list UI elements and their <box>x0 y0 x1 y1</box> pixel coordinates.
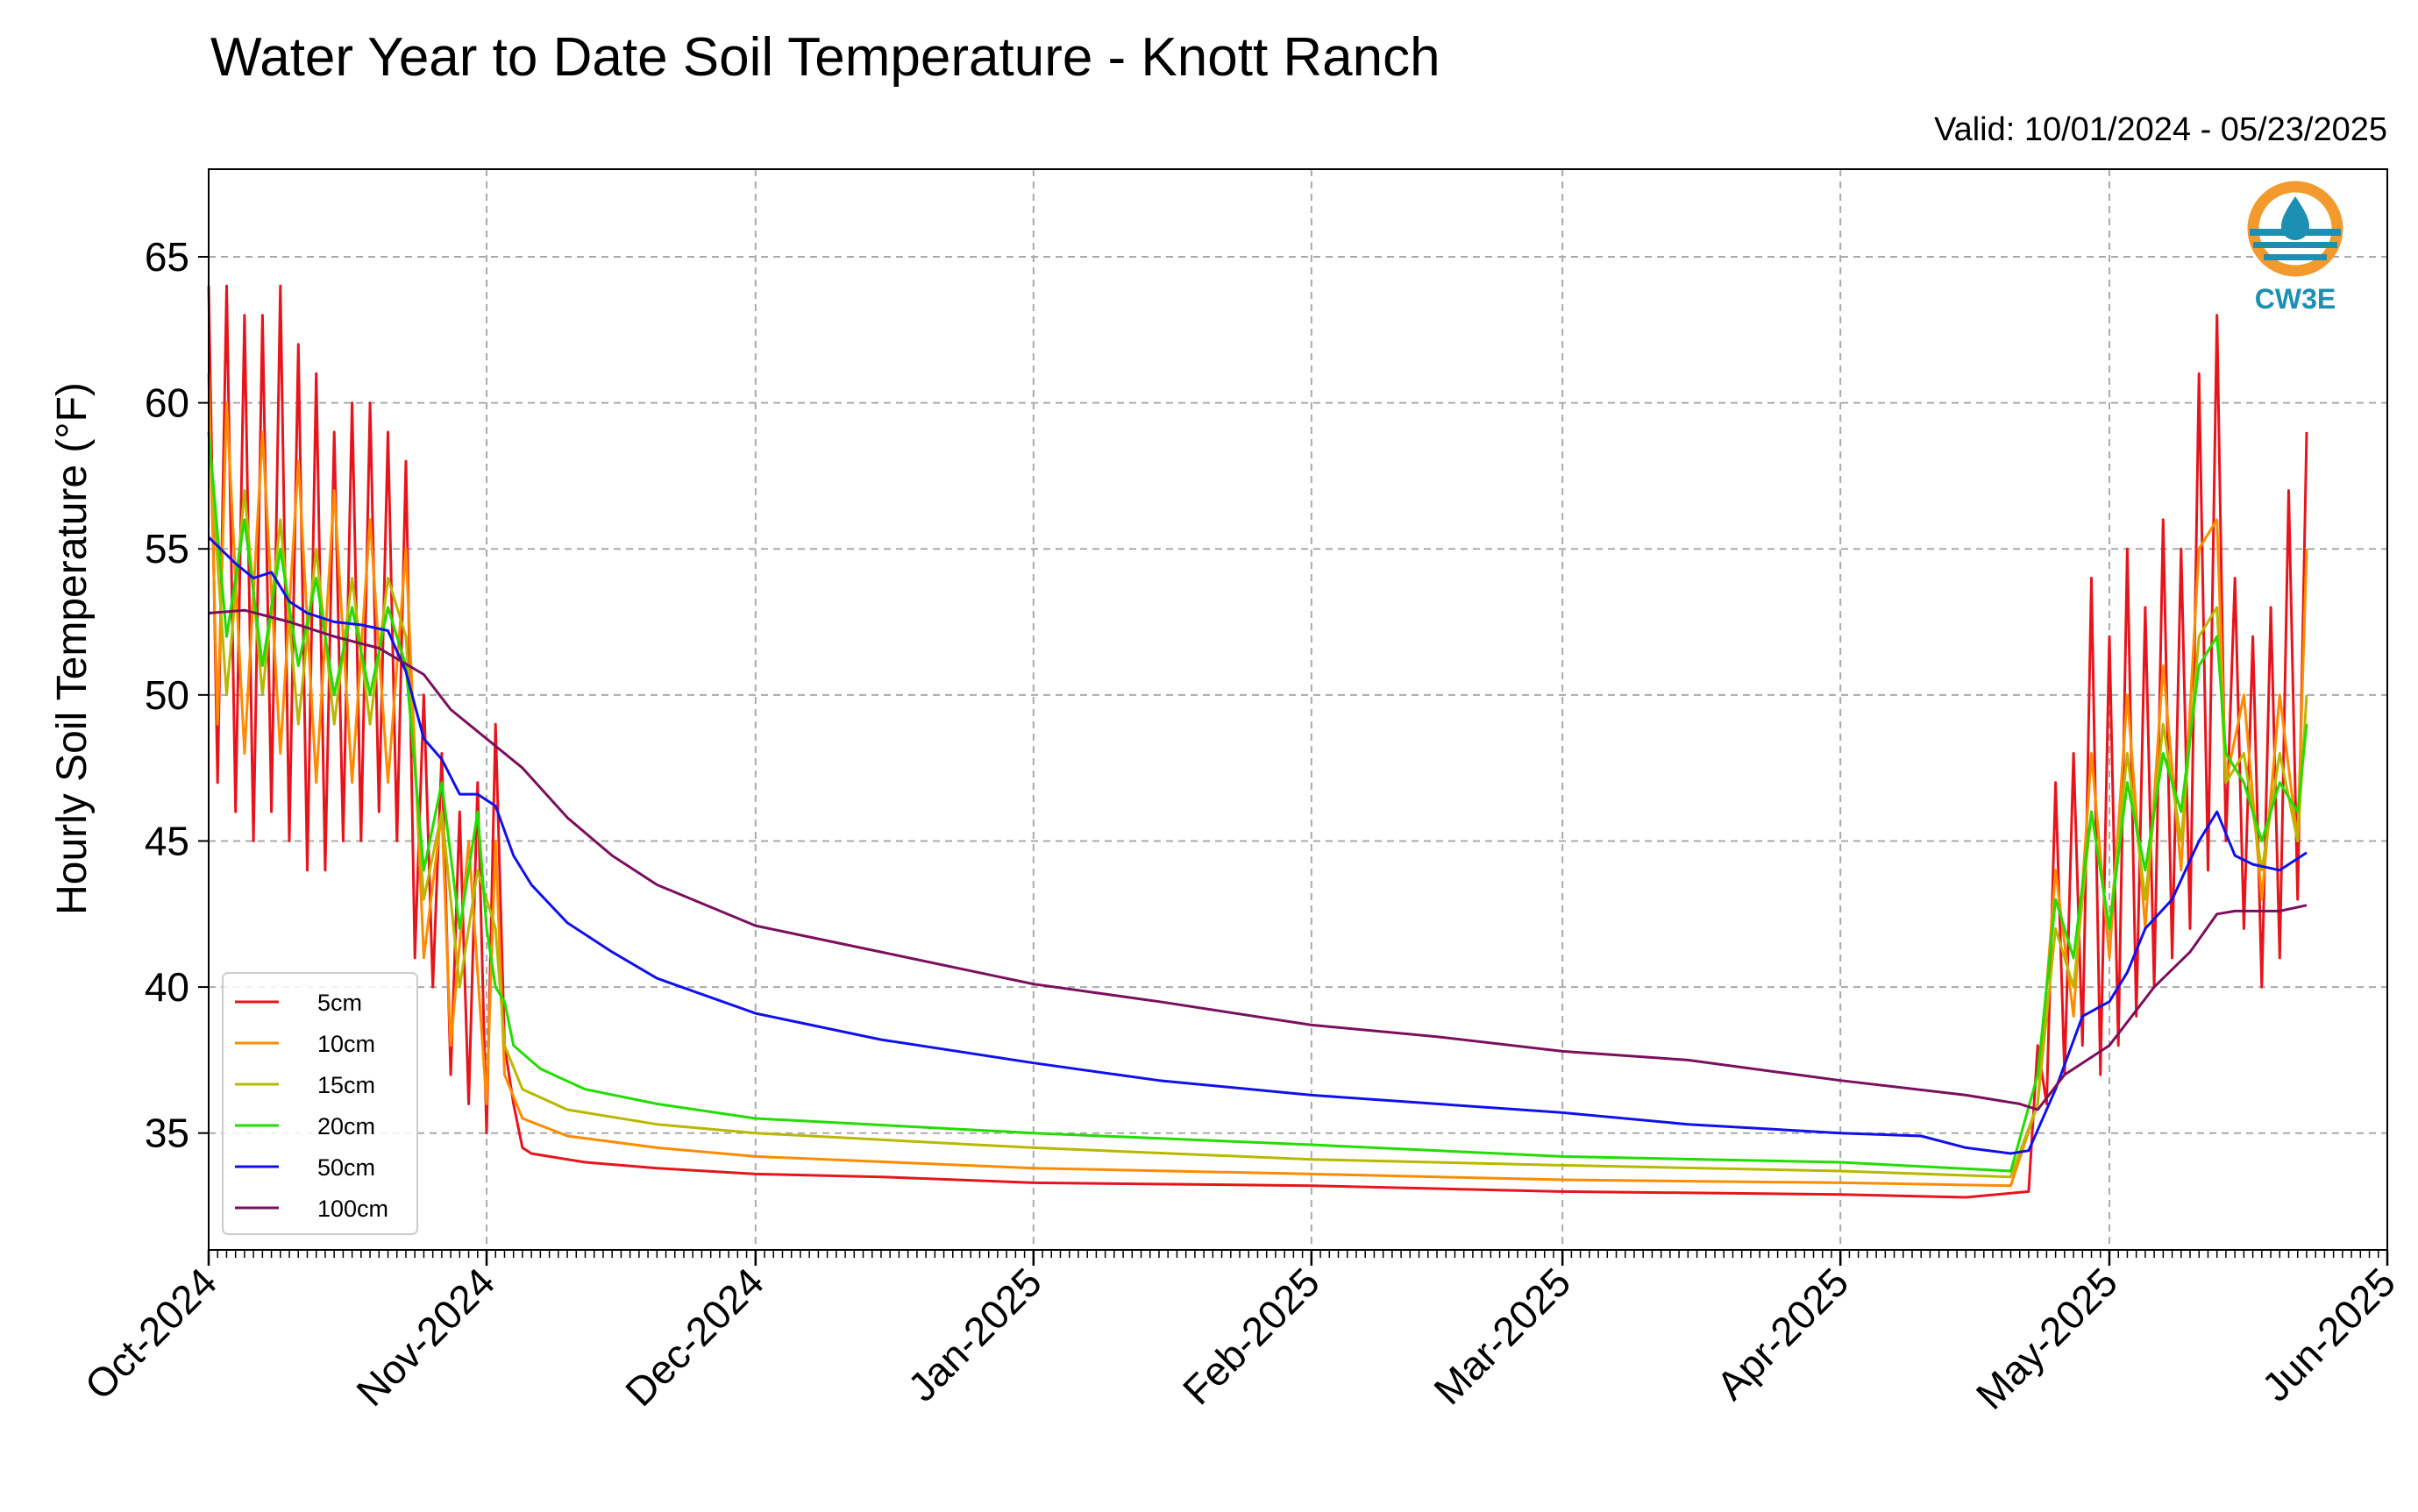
y-tick-label: 65 <box>145 234 189 280</box>
x-tick-label: Jun-2025 <box>2253 1259 2404 1409</box>
legend-label-15cm: 15cm <box>317 1072 375 1098</box>
plot-frame <box>208 168 2388 1251</box>
x-tick-label: Jan-2025 <box>899 1259 1049 1409</box>
series-line-20cm <box>207 431 2308 1173</box>
legend-label-50cm: 50cm <box>317 1154 375 1181</box>
series-line-15cm <box>207 431 2308 1179</box>
x-tick-label: May-2025 <box>1967 1259 2126 1417</box>
series-layer <box>207 284 2308 1199</box>
chart-subtitle: Valid: 10/01/2024 - 05/23/2025 <box>1934 111 2387 148</box>
logo-wave-band-3 <box>2264 254 2327 260</box>
y-tick-label: 55 <box>145 526 189 571</box>
x-tick-label: Mar-2025 <box>1425 1259 1579 1413</box>
legend-box <box>222 972 418 1235</box>
series-line-10cm <box>207 373 2308 1188</box>
legend-label-20cm: 20cm <box>317 1113 375 1139</box>
x-tick-label: Nov-2024 <box>347 1259 503 1415</box>
y-axis-label: Hourly Soil Temperature (°F) <box>49 382 96 915</box>
legend-label-10cm: 10cm <box>317 1031 375 1057</box>
legend: 5cm 10cm 15cm 20cm 50cm 100cm <box>222 972 418 1235</box>
y-tick-label: 35 <box>145 1111 189 1156</box>
series-line-5cm <box>207 284 2308 1199</box>
grid-lines <box>209 169 2387 1250</box>
legend-label-5cm: 5cm <box>317 990 362 1016</box>
y-tick-label: 50 <box>145 672 189 718</box>
series-line-50cm <box>207 536 2308 1155</box>
y-tick-label: 40 <box>145 964 189 1010</box>
axis-ticks <box>198 255 2389 1266</box>
x-tick-label: Dec-2024 <box>616 1259 772 1415</box>
legend-label-100cm: 100cm <box>317 1196 388 1222</box>
x-tick-label: Feb-2025 <box>1174 1259 1328 1413</box>
y-tick-label: 45 <box>145 818 189 863</box>
x-tick-label: Apr-2025 <box>1708 1259 1858 1409</box>
chart-title: Water Year to Date Soil Temperature - Kn… <box>210 27 1440 88</box>
logo-text: CW3E <box>2255 283 2336 315</box>
series-line-100cm <box>208 608 2308 1111</box>
x-tick-label: Oct-2024 <box>76 1259 226 1409</box>
logo-wave-band-2 <box>2253 242 2337 248</box>
y-tick-label: 60 <box>145 380 189 426</box>
cw3e-logo: CW3E <box>2247 181 2343 315</box>
water-drop-icon <box>2281 196 2309 240</box>
